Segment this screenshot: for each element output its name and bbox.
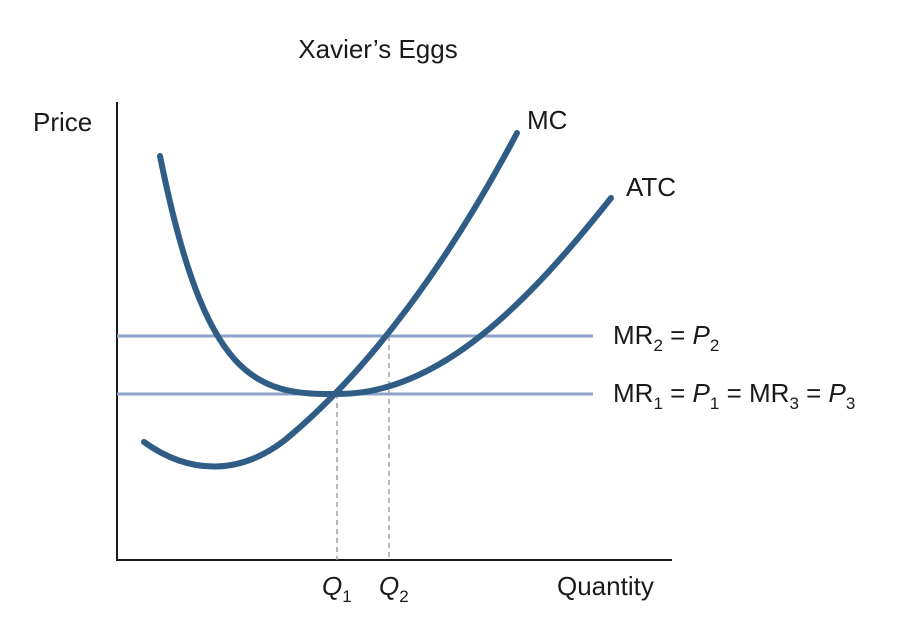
q2-subscript: 2 [399, 587, 408, 606]
q1-text: Q [322, 571, 342, 601]
p1-subscript: 1 [710, 394, 719, 413]
mr2-subscript: 2 [653, 336, 662, 355]
q2-text: Q [379, 571, 399, 601]
mr3-text: = MR [719, 378, 789, 408]
mc-curve [141, 130, 520, 470]
mr1-equals-1: = [663, 378, 693, 408]
diagram-title: Xavier’s Eggs [298, 34, 457, 64]
mr2-equation-label: MR2 = P2 [613, 320, 719, 355]
axes [116, 102, 672, 561]
p1-text: P [693, 378, 711, 408]
p3-text: P [829, 378, 847, 408]
mr2-equals: = [663, 320, 693, 350]
atc-curve-label: ATC [626, 172, 676, 202]
q1-label: Q1 [322, 571, 352, 606]
q1-subscript: 1 [342, 587, 351, 606]
mr1-equals-3: = [799, 378, 829, 408]
p3-subscript: 3 [846, 394, 855, 413]
p2-subscript: 2 [710, 336, 719, 355]
atc-curve [157, 153, 614, 398]
mr2-text: MR [613, 320, 653, 350]
mr1-equation-label: MR1 = P1 = MR3 = P3 [613, 378, 855, 413]
mr1-text: MR [613, 378, 653, 408]
mc-curve-label: MC [527, 105, 567, 135]
y-axis-label: Price [33, 107, 92, 137]
mr1-subscript: 1 [653, 394, 662, 413]
mr3-subscript: 3 [789, 394, 798, 413]
q2-label: Q2 [379, 571, 409, 606]
p2-text: P [693, 320, 711, 350]
x-axis-label: Quantity [557, 571, 654, 601]
